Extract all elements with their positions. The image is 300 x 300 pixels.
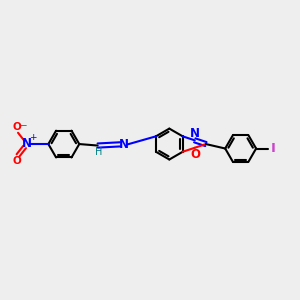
Text: N: N xyxy=(22,137,32,150)
Text: N: N xyxy=(190,127,200,140)
Text: H: H xyxy=(95,147,102,158)
Text: O: O xyxy=(13,122,21,132)
Text: O: O xyxy=(13,156,21,166)
Text: I: I xyxy=(270,142,275,155)
Text: O: O xyxy=(190,148,200,160)
Text: −: − xyxy=(19,121,26,130)
Text: N: N xyxy=(119,138,129,151)
Text: +: + xyxy=(29,133,36,142)
